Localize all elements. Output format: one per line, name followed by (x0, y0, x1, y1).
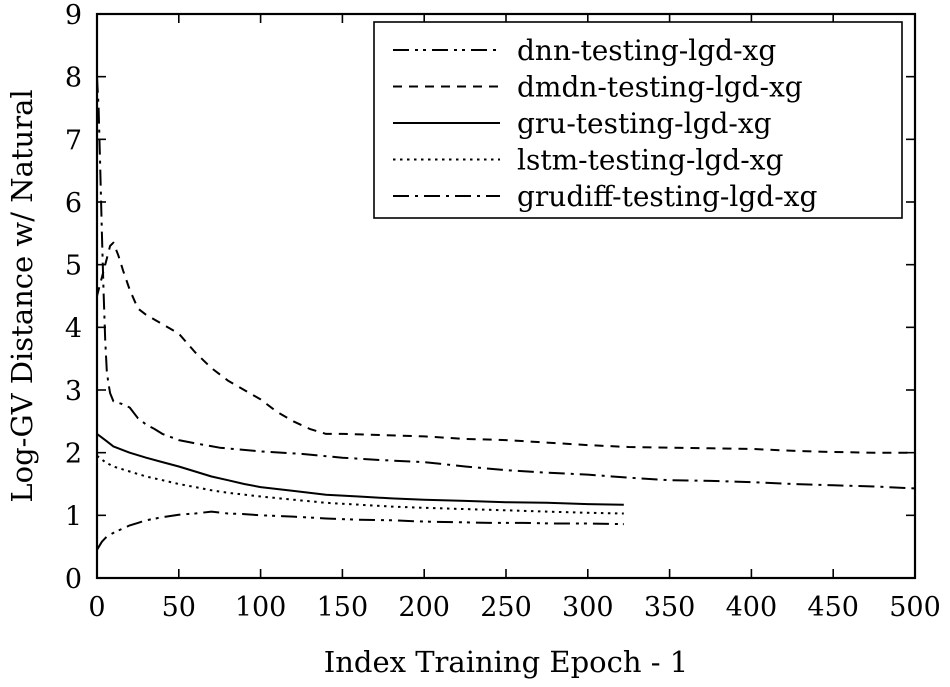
legend-label-5: grudiff-testing-lgd-xg (517, 180, 817, 213)
y-tick-label: 9 (65, 0, 82, 31)
legend-label-3: gru-testing-lgd-xg (517, 107, 772, 140)
legend-box (373, 21, 903, 219)
x-tick-label: 400 (726, 592, 778, 623)
y-tick-label: 3 (65, 376, 82, 407)
legend-label-1: dnn-testing-lgd-xg (517, 34, 776, 67)
x-tick-label: 0 (88, 592, 105, 623)
y-tick-label: 2 (65, 439, 82, 470)
x-tick-label: 250 (480, 592, 532, 623)
x-tick-label: 200 (398, 592, 450, 623)
y-tick-label: 7 (65, 125, 82, 156)
x-tick-label: 150 (317, 592, 369, 623)
y-axis-title: Log-GV Distance w/ Natural (5, 89, 39, 502)
y-tick-label: 1 (65, 501, 82, 532)
y-tick-label: 8 (65, 63, 82, 94)
legend-label-2: dmdn-testing-lgd-xg (517, 71, 803, 104)
tick-layer: 0 50 100 150 200 250 300 350 400 450 500 0 1 2 3 4 5 6 7 8 9 (65, 0, 941, 623)
series-line-4 (96, 455, 624, 515)
x-tick-label: 350 (644, 592, 696, 623)
x-tick-label: 50 (162, 592, 196, 623)
x-tick-label: 450 (807, 592, 859, 623)
x-axis-title: Index Training Epoch - 1 (324, 645, 688, 679)
series-line-1 (96, 510, 624, 551)
series-layer (96, 76, 916, 551)
y-tick-label: 0 (65, 564, 82, 595)
legend-label-4: lstm-testing-lgd-xg (517, 144, 783, 177)
y-tick-label: 5 (65, 251, 82, 282)
x-tick-label: 300 (562, 592, 614, 623)
x-tick-label: 100 (235, 592, 287, 623)
series-line-3 (96, 433, 624, 506)
series-line-5 (96, 76, 916, 490)
legend: dnn-testing-lgd-xgdmdn-testing-lgd-xggru… (373, 21, 903, 219)
y-tick-label: 4 (65, 313, 82, 344)
x-tick-label: 500 (889, 592, 941, 623)
series-line-2 (96, 241, 915, 454)
y-tick-label: 6 (65, 188, 82, 219)
